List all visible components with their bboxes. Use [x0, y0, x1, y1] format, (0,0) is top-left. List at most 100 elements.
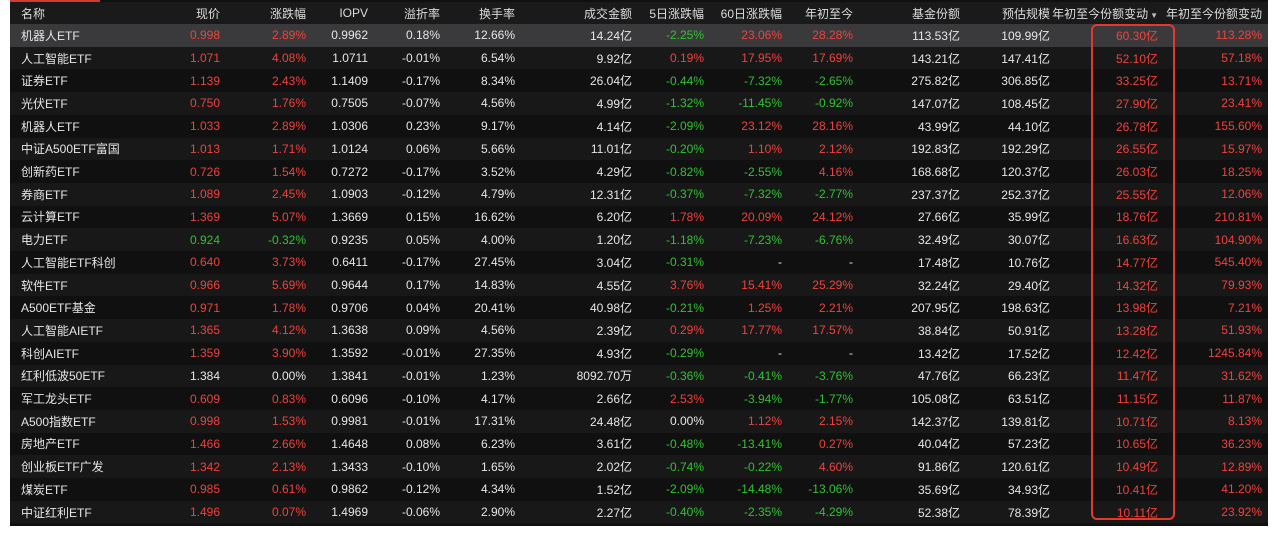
- cell-fund-shares: 40.04亿: [917, 437, 960, 452]
- cell-ytd-share-change: 26.03亿: [1115, 165, 1158, 180]
- cell-est-scale: 34.93亿: [1007, 482, 1050, 497]
- cell-ytd-share-change: 10.11亿: [1116, 505, 1158, 520]
- cell-ytd-share-change-pct: 41.20%: [1221, 482, 1262, 497]
- cell-premium-rate: -0.01%: [401, 414, 440, 429]
- table-row[interactable]: 创新药ETF 0.726 1.54% 0.7272 -0.17% 3.52% 4.29亿 -0…: [10, 160, 1268, 183]
- table-row[interactable]: 房地产ETF 1.466 2.66% 1.4648 0.08% 6.23% 3.61亿 -0.…: [10, 432, 1268, 456]
- table-row[interactable]: 机器人ETF 0.998 2.89% 0.9962 0.18% 12.66% 14.24亿 -…: [10, 24, 1268, 47]
- table-row[interactable]: A500指数ETF 0.998 1.53% 0.9981 -0.01% 17.31% 24.…: [10, 409, 1268, 433]
- table-row[interactable]: 红利低波50ETF 1.384 0.00% 1.3841 -0.01% 1.23% 8092…: [10, 364, 1268, 388]
- cell-ytd-share-change: 12.42亿: [1115, 346, 1158, 361]
- cell-est-scale: 57.23亿: [1007, 437, 1050, 452]
- cell-trade-amount: 40.98亿: [589, 301, 632, 316]
- cell-price: 1.359: [189, 346, 220, 361]
- column-header-turnover-rate[interactable]: 换手率: [440, 5, 515, 22]
- cell-ytd-change: -13.06%: [808, 482, 853, 497]
- cell-change-pct: 4.12%: [271, 323, 306, 338]
- cell-ytd-change: -4.29%: [814, 505, 853, 520]
- cell-change-5d: -0.20%: [665, 141, 704, 156]
- cell-ytd-share-change-pct: 545.40%: [1214, 255, 1262, 270]
- column-header-ytd-share-change[interactable]: 年初至今份额变动 ▼: [1050, 5, 1158, 22]
- cell-price: 0.609: [189, 391, 220, 406]
- table-row[interactable]: 煤炭ETF 0.985 0.61% 0.9862 -0.12% 4.34% 1.52亿 -2.…: [10, 478, 1268, 501]
- table-row[interactable]: 军工龙头ETF 0.609 0.83% 0.6096 -0.10% 4.17% 2.66亿 2…: [10, 387, 1268, 410]
- cell-price: 1.496: [189, 505, 220, 520]
- cell-premium-rate: 0.06%: [405, 141, 440, 156]
- table-row[interactable]: 机器人ETF 1.033 2.89% 1.0306 0.23% 9.17% 4.14亿 -2.…: [10, 114, 1268, 138]
- table-row[interactable]: 人工智能ETF 1.071 4.08% 1.0711 -0.01% 6.54% 9.92亿 0…: [10, 46, 1268, 70]
- column-header-change-pct[interactable]: 涨跌幅: [220, 5, 306, 22]
- cell-turnover-rate: 1.65%: [480, 459, 515, 474]
- table-row[interactable]: 电力ETF 0.924 -0.32% 0.9235 0.05% 4.00% 1.20亿 -1.…: [10, 228, 1268, 251]
- cell-ytd-share-change: 52.10亿: [1115, 51, 1158, 66]
- table-row[interactable]: A500ETF基金 0.971 1.78% 0.9706 0.04% 20.41% 40.9…: [10, 296, 1268, 320]
- column-header-iopv[interactable]: IOPV: [306, 6, 368, 20]
- cell-est-scale: 139.81亿: [1001, 414, 1050, 429]
- cell-name: 创业板ETF广发: [21, 460, 104, 475]
- cell-price: 1.342: [189, 459, 220, 474]
- table-row[interactable]: 中证A500ETF富国 1.013 1.71% 1.0124 0.06% 5.66% 11.…: [10, 137, 1268, 161]
- table-row[interactable]: 软件ETF 0.966 5.69% 0.9644 0.17% 14.83% 4.55亿 3.7…: [10, 273, 1268, 297]
- cell-iopv: 0.7505: [331, 96, 368, 111]
- cell-ytd-change: 4.16%: [818, 164, 853, 179]
- cell-est-scale: 17.52亿: [1007, 346, 1050, 361]
- cell-change-60d: 1.10%: [747, 141, 782, 156]
- column-header-label: 60日涨跌幅: [720, 6, 782, 21]
- cell-change-60d: 1.25%: [747, 300, 782, 315]
- column-header-price[interactable]: 现价: [168, 5, 220, 22]
- column-header-premium-rate[interactable]: 溢折率: [368, 5, 440, 22]
- cell-price: 1.033: [189, 119, 220, 134]
- cell-ytd-change: 0.27%: [818, 436, 853, 451]
- cell-ytd-share-change: 10.65亿: [1115, 437, 1158, 452]
- column-header-ytd-share-change-pct[interactable]: 年初至今份额变动: [1158, 5, 1268, 22]
- cell-name: 软件ETF: [21, 278, 68, 293]
- cell-trade-amount: 24.48亿: [589, 414, 632, 429]
- cell-price: 0.998: [189, 414, 220, 429]
- cell-price: 1.466: [189, 436, 220, 451]
- column-header-label: 年初至今份额变动: [1165, 6, 1262, 21]
- active-tab-indicator: [10, 0, 100, 2]
- cell-fund-shares: 13.42亿: [917, 346, 960, 361]
- cell-trade-amount: 2.02亿: [596, 460, 632, 475]
- cell-change-5d: 1.78%: [669, 209, 704, 224]
- table-row[interactable]: 券商ETF 1.089 2.45% 1.0903 -0.12% 4.79% 12.31亿 -0…: [10, 182, 1268, 206]
- cell-ytd-change: 2.15%: [818, 414, 853, 429]
- cell-turnover-rate: 9.17%: [480, 119, 515, 134]
- column-header-fund-shares[interactable]: 基金份额: [853, 5, 960, 22]
- cell-ytd-share-change: 10.41亿: [1115, 482, 1158, 497]
- cell-trade-amount: 11.01亿: [590, 142, 632, 157]
- cell-premium-rate: -0.12%: [401, 482, 440, 497]
- cell-change-5d: -0.36%: [665, 368, 704, 383]
- column-header-name[interactable]: 名称: [10, 5, 168, 22]
- cell-iopv: 1.0903: [331, 187, 368, 202]
- table-row[interactable]: 光伏ETF 0.750 1.76% 0.7505 -0.07% 4.56% 4.99亿 -1.…: [10, 92, 1268, 115]
- column-header-est-scale[interactable]: 预估规模: [960, 5, 1050, 22]
- table-row[interactable]: 创业板ETF广发 1.342 2.13% 1.3433 -0.10% 1.65% 2.02亿…: [10, 455, 1268, 478]
- table-row[interactable]: 人工智能AIETF 1.365 4.12% 1.3638 0.09% 4.56% 2.39亿…: [10, 319, 1268, 342]
- cell-est-scale: 10.76亿: [1007, 255, 1050, 270]
- cell-ytd-share-change: 10.49亿: [1115, 460, 1158, 475]
- column-header-change-5d[interactable]: 5日涨跌幅: [632, 5, 704, 22]
- cell-ytd-share-change-pct: 8.13%: [1227, 414, 1262, 429]
- column-header-ytd-change[interactable]: 年初至今: [782, 5, 853, 22]
- cell-change-pct: 1.53%: [271, 414, 306, 429]
- cell-iopv: 1.0124: [331, 141, 368, 156]
- table-row[interactable]: 证券ETF 1.139 2.43% 1.1409 -0.17% 8.34% 26.04亿 -0…: [10, 69, 1268, 93]
- cell-ytd-change: 28.16%: [812, 119, 853, 134]
- table-row[interactable]: 人工智能ETF科创 0.640 3.73% 0.6411 -0.17% 27.45% 3.0…: [10, 251, 1268, 274]
- cell-trade-amount: 4.29亿: [596, 165, 632, 180]
- cell-ytd-change: -: [849, 346, 853, 361]
- table-row[interactable]: 云计算ETF 1.369 5.07% 1.3669 0.15% 16.62% 6.20亿 1.…: [10, 205, 1268, 229]
- column-header-change-60d[interactable]: 60日涨跌幅: [704, 5, 782, 22]
- table-row[interactable]: 科创AIETF 1.359 3.90% 1.3592 -0.01% 27.35% 4.93亿…: [10, 341, 1268, 365]
- cell-ytd-share-change-pct: 104.90%: [1214, 232, 1262, 247]
- cell-fund-shares: 142.37亿: [911, 414, 960, 429]
- cell-change-60d: -2.35%: [743, 505, 782, 520]
- cell-premium-rate: 0.09%: [405, 323, 440, 338]
- cell-change-pct: 0.61%: [271, 482, 306, 497]
- cell-price: 0.640: [189, 255, 220, 270]
- cell-change-60d: 15.41%: [741, 278, 782, 293]
- table-row[interactable]: 中证红利ETF 1.496 0.07% 1.4969 -0.06% 2.90% 2.27亿 -…: [10, 500, 1268, 524]
- column-header-trade-amount[interactable]: 成交金额: [515, 5, 632, 22]
- cell-change-pct: 2.13%: [271, 459, 306, 474]
